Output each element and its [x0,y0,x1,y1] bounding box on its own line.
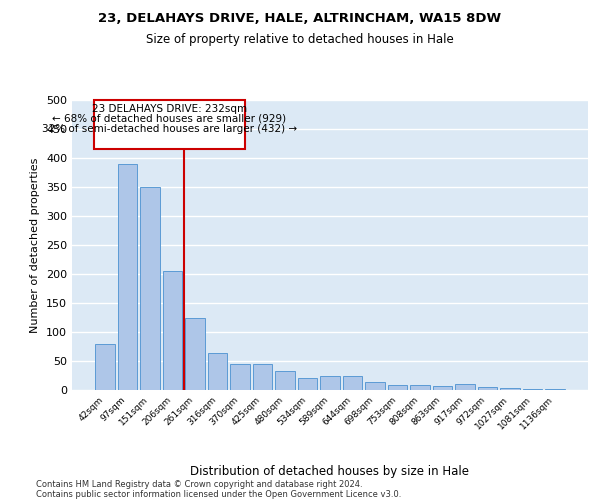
Text: Size of property relative to detached houses in Hale: Size of property relative to detached ho… [146,32,454,46]
Bar [140,187,160,390]
Bar [523,389,542,390]
Text: ← 68% of detached houses are smaller (929): ← 68% of detached houses are smaller (92… [52,114,286,124]
Bar [478,387,497,390]
Bar [298,378,317,390]
Text: 32% of semi-detached houses are larger (432) →: 32% of semi-detached houses are larger (… [42,124,297,134]
FancyBboxPatch shape [94,100,245,150]
Bar [545,389,565,390]
Bar [253,364,272,390]
Text: Distribution of detached houses by size in Hale: Distribution of detached houses by size … [191,464,470,477]
Bar [500,388,520,390]
Bar [208,353,227,390]
Bar [433,386,452,390]
Bar [320,376,340,390]
Bar [388,386,407,390]
Bar [163,271,182,390]
Text: 23, DELAHAYS DRIVE, HALE, ALTRINCHAM, WA15 8DW: 23, DELAHAYS DRIVE, HALE, ALTRINCHAM, WA… [98,12,502,26]
Text: Contains public sector information licensed under the Open Government Licence v3: Contains public sector information licen… [36,490,401,499]
Bar [230,364,250,390]
Bar [185,318,205,390]
Bar [95,344,115,390]
Bar [343,376,362,390]
Y-axis label: Number of detached properties: Number of detached properties [31,158,40,332]
Bar [275,372,295,390]
Text: 23 DELAHAYS DRIVE: 232sqm: 23 DELAHAYS DRIVE: 232sqm [92,104,247,114]
Bar [455,384,475,390]
Bar [410,386,430,390]
Bar [365,382,385,390]
Bar [118,164,137,390]
Text: Contains HM Land Registry data © Crown copyright and database right 2024.: Contains HM Land Registry data © Crown c… [36,480,362,489]
